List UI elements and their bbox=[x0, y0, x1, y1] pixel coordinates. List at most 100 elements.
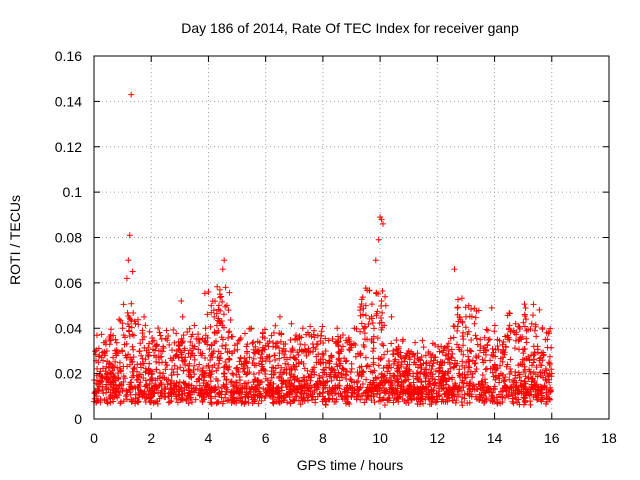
noise-marker bbox=[522, 397, 529, 404]
noise-marker bbox=[281, 366, 288, 373]
noise-marker bbox=[342, 372, 349, 379]
noise-marker bbox=[468, 348, 475, 355]
noise-marker bbox=[150, 337, 157, 344]
noise-marker bbox=[280, 395, 287, 402]
noise-marker bbox=[245, 379, 252, 386]
noise-marker bbox=[362, 354, 369, 361]
noise-marker bbox=[465, 382, 472, 389]
data-point bbox=[328, 352, 335, 359]
noise-marker bbox=[449, 350, 456, 357]
noise-marker bbox=[360, 368, 367, 375]
noise-marker bbox=[131, 364, 138, 371]
noise-marker bbox=[445, 386, 452, 393]
noise-marker bbox=[124, 321, 131, 328]
noise-marker bbox=[520, 319, 527, 326]
noise-marker bbox=[454, 327, 461, 334]
noise-marker bbox=[471, 386, 478, 393]
noise-marker bbox=[481, 398, 488, 405]
data-point bbox=[99, 375, 106, 382]
noise-marker bbox=[425, 369, 432, 376]
noise-marker bbox=[110, 381, 117, 388]
y-tick-label: 0.02 bbox=[55, 366, 82, 382]
noise-marker bbox=[510, 400, 517, 407]
noise-marker bbox=[147, 394, 154, 401]
noise-marker bbox=[369, 348, 376, 355]
noise-marker bbox=[337, 348, 344, 355]
noise-marker bbox=[116, 359, 123, 366]
noise-marker bbox=[236, 358, 243, 365]
noise-marker bbox=[322, 359, 329, 366]
noise-marker bbox=[527, 387, 534, 394]
noise-marker bbox=[206, 346, 213, 353]
data-point bbox=[156, 375, 163, 382]
noise-marker bbox=[224, 349, 231, 356]
noise-marker bbox=[327, 371, 334, 378]
data-point bbox=[545, 359, 552, 366]
noise-marker bbox=[370, 379, 377, 386]
noise-marker bbox=[272, 322, 279, 329]
noise-marker bbox=[358, 301, 365, 308]
noise-marker bbox=[270, 339, 277, 346]
noise-marker bbox=[526, 357, 533, 364]
noise-marker bbox=[458, 295, 465, 302]
noise-marker bbox=[314, 378, 321, 385]
noise-marker bbox=[375, 362, 382, 369]
y-tick-label: 0.04 bbox=[55, 320, 82, 336]
noise-marker bbox=[362, 389, 369, 396]
y-tick-label: 0 bbox=[74, 411, 82, 427]
noise-marker bbox=[507, 365, 514, 372]
noise-marker bbox=[490, 349, 497, 356]
noise-marker bbox=[242, 398, 249, 405]
noise-marker bbox=[452, 399, 459, 406]
noise-marker bbox=[436, 365, 443, 372]
noise-marker bbox=[295, 352, 302, 359]
data-point bbox=[422, 375, 429, 382]
noise-marker bbox=[226, 328, 233, 335]
noise-marker bbox=[381, 389, 388, 396]
noise-marker bbox=[251, 398, 258, 405]
noise-marker bbox=[370, 345, 377, 352]
noise-marker bbox=[288, 366, 295, 373]
noise-marker bbox=[174, 371, 181, 378]
noise-marker bbox=[225, 329, 232, 336]
noise-marker bbox=[435, 383, 442, 390]
noise-marker bbox=[292, 355, 299, 362]
noise-marker bbox=[402, 390, 409, 397]
noise-marker bbox=[280, 341, 287, 348]
noise-marker bbox=[359, 380, 366, 387]
noise-marker bbox=[387, 379, 394, 386]
data-point bbox=[400, 336, 406, 343]
noise-marker bbox=[451, 363, 458, 370]
noise-marker bbox=[102, 384, 109, 391]
noise-marker bbox=[450, 334, 457, 341]
noise-marker bbox=[158, 393, 165, 400]
noise-marker bbox=[241, 393, 248, 400]
noise-marker bbox=[460, 384, 467, 391]
noise-marker bbox=[206, 372, 213, 379]
noise-marker bbox=[304, 381, 311, 388]
noise-marker bbox=[381, 322, 388, 329]
noise-marker bbox=[422, 371, 429, 378]
noise-marker bbox=[298, 383, 305, 390]
noise-marker bbox=[168, 372, 175, 379]
noise-marker bbox=[190, 367, 197, 374]
data-point bbox=[276, 313, 283, 320]
data-point bbox=[202, 325, 209, 332]
noise-marker bbox=[495, 373, 502, 380]
noise-marker bbox=[160, 345, 167, 352]
noise-marker bbox=[122, 375, 129, 382]
data-point bbox=[231, 347, 238, 354]
noise-marker bbox=[412, 339, 419, 346]
noise-marker bbox=[147, 376, 154, 383]
noise-marker bbox=[410, 373, 417, 380]
noise-marker bbox=[489, 398, 496, 405]
noise-marker bbox=[277, 369, 284, 376]
noise-marker bbox=[293, 393, 300, 400]
noise-marker bbox=[220, 381, 227, 388]
noise-marker bbox=[431, 382, 438, 389]
noise-marker bbox=[391, 394, 398, 401]
data-point bbox=[488, 304, 495, 311]
noise-marker bbox=[150, 346, 157, 353]
data-point bbox=[125, 257, 132, 264]
data-point bbox=[208, 302, 215, 309]
